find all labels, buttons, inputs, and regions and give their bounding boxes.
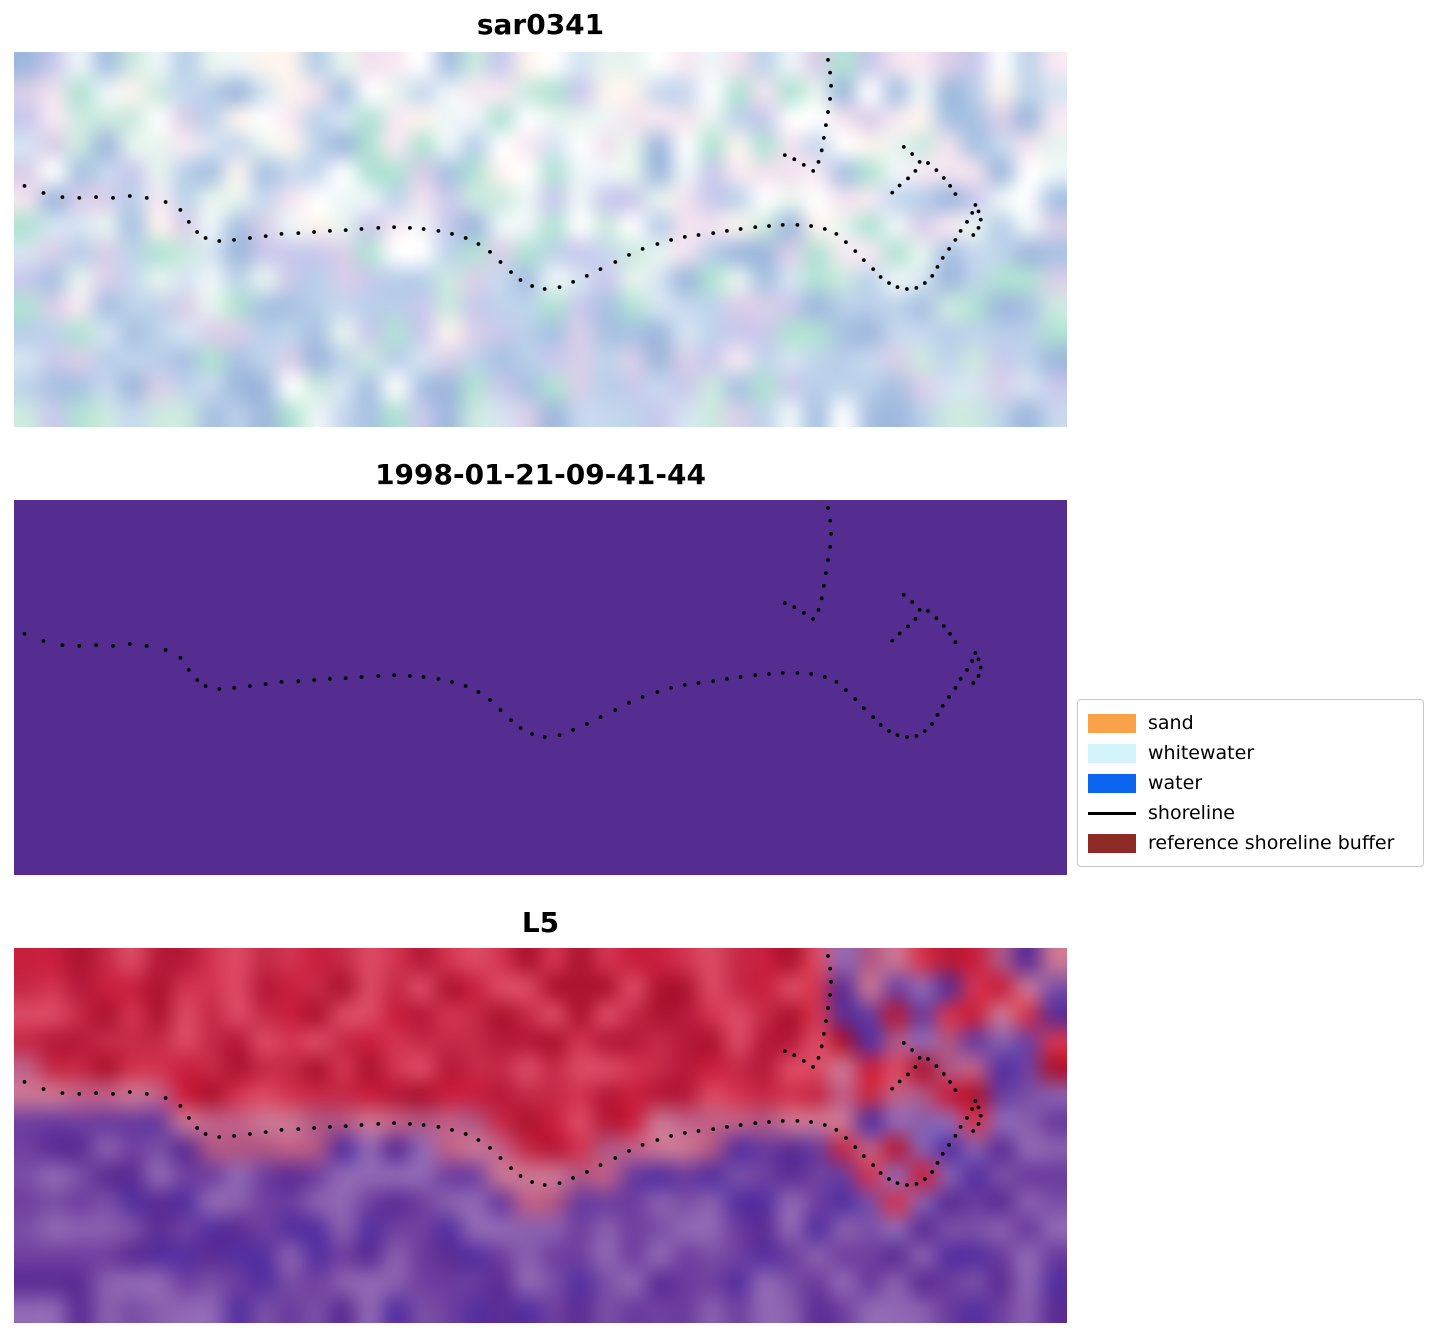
legend-label-shoreline: shoreline [1148, 802, 1235, 824]
classified-image-panel [14, 500, 1067, 875]
shoreline-dots-sar [22, 58, 983, 291]
shoreline-dots-classified [22, 506, 983, 739]
legend-item-sand: sand [1088, 708, 1413, 738]
legend-label-sand: sand [1148, 712, 1194, 734]
shoreline-dots-l5 [22, 954, 983, 1187]
shoreline-line-swatch [1088, 811, 1136, 815]
sar-image-panel [14, 52, 1067, 427]
sand-swatch [1088, 713, 1136, 733]
classified-image-canvas [14, 500, 1067, 875]
legend-item-whitewater: whitewater [1088, 738, 1413, 768]
legend-item-shoreline: shoreline [1088, 798, 1413, 828]
l5-image-canvas [14, 948, 1067, 1323]
reference-buffer-swatch [1088, 833, 1136, 853]
panel-title-l5: L5 [521, 906, 560, 939]
panel-title-classified: 1998-01-21-09-41-44 [375, 458, 706, 491]
legend-label-reference-buffer: reference shoreline buffer [1148, 832, 1395, 854]
panel-title-sar0341: sar0341 [476, 8, 605, 41]
whitewater-swatch [1088, 743, 1136, 763]
legend-label-water: water [1148, 772, 1203, 794]
sar-image-canvas [14, 52, 1067, 427]
l5-image-panel [14, 948, 1067, 1323]
legend-label-whitewater: whitewater [1148, 742, 1255, 764]
legend-item-reference-buffer: reference shoreline buffer [1088, 828, 1413, 858]
legend-item-water: water [1088, 768, 1413, 798]
water-swatch [1088, 773, 1136, 793]
legend: sand whitewater water shoreline referenc… [1077, 699, 1424, 867]
